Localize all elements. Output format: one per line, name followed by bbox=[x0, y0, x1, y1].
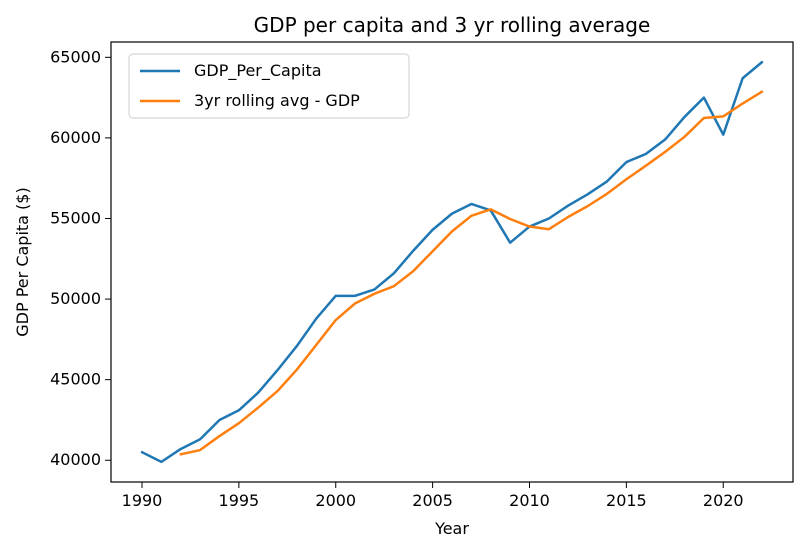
x-axis-label: Year bbox=[434, 519, 469, 538]
y-axis-label: GDP Per Capita ($) bbox=[13, 187, 32, 336]
y-tick-label: 40000 bbox=[50, 450, 101, 469]
y-tick-label: 45000 bbox=[50, 370, 101, 389]
x-tick-label: 1990 bbox=[122, 491, 163, 510]
x-axis: 1990 1995 2000 2005 2010 2015 2020 bbox=[122, 482, 744, 510]
x-tick-label: 2020 bbox=[703, 491, 744, 510]
plot-frame bbox=[110, 41, 794, 483]
x-tick-label: 2015 bbox=[606, 491, 647, 510]
legend-label-3yr-rolling-avg: 3yr rolling avg - GDP bbox=[194, 91, 360, 110]
y-tick-label: 50000 bbox=[50, 289, 101, 308]
legend: GDP_Per_Capita 3yr rolling avg - GDP bbox=[128, 53, 410, 119]
x-tick-label: 2000 bbox=[315, 491, 356, 510]
chart-title: GDP per capita and 3 yr rolling average bbox=[254, 13, 651, 37]
series-line-gdp-per-capita bbox=[140, 60, 764, 464]
y-tick-label: 55000 bbox=[50, 208, 101, 227]
legend-label-gdp-per-capita: GDP_Per_Capita bbox=[194, 61, 322, 81]
y-tick-label: 65000 bbox=[50, 47, 101, 66]
x-tick-label: 2005 bbox=[412, 491, 453, 510]
x-tick-label: 1995 bbox=[219, 491, 260, 510]
y-axis: 40000 45000 50000 55000 60000 65000 bbox=[50, 47, 111, 469]
series-line-3yr-rolling-avg bbox=[179, 90, 764, 456]
legend-box bbox=[128, 53, 410, 119]
y-tick-label: 60000 bbox=[50, 128, 101, 147]
x-tick-label: 2010 bbox=[509, 491, 550, 510]
plot-area bbox=[140, 60, 764, 464]
